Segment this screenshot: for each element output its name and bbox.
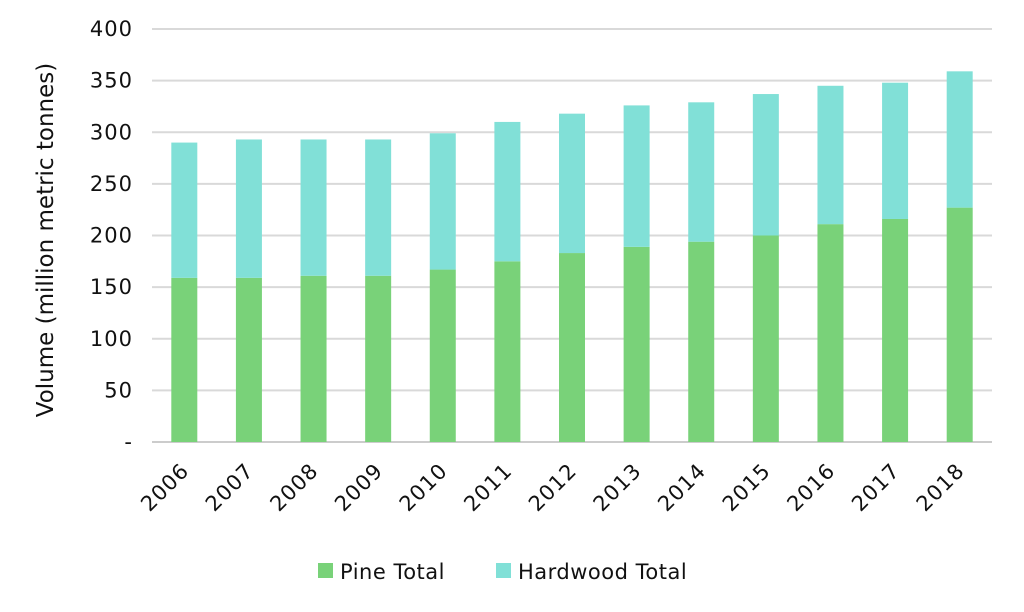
bar-hardwood: [817, 85, 844, 225]
bar-hardwood: [429, 133, 456, 270]
y-axis-ticks: - 50 100 150 200 250 300 350 400: [90, 17, 133, 454]
y-tick-label: 50: [104, 378, 133, 402]
bar-hardwood: [171, 142, 198, 278]
bar-hardwood: [946, 71, 973, 208]
y-tick-label: 100: [90, 327, 133, 351]
x-tick-label: 2014: [653, 459, 711, 517]
x-tick-label: 2017: [847, 459, 905, 517]
bar-pine: [365, 275, 392, 442]
bar-pine: [300, 275, 327, 442]
bar-hardwood: [623, 105, 650, 247]
y-tick-label: 200: [90, 224, 133, 248]
x-tick-label: 2008: [265, 459, 323, 517]
bar-hardwood: [688, 102, 715, 242]
y-tick-label: 250: [90, 172, 133, 196]
bar-pine: [494, 261, 521, 442]
legend: Pine Total Hardwood Total: [318, 560, 687, 584]
x-tick-label: 2006: [136, 459, 194, 517]
x-tick-label: 2013: [589, 459, 647, 517]
bar-hardwood: [559, 113, 585, 254]
x-axis-ticks: 2006 2007 2008 2009 2010 2011 2012 2013 2014 2015…: [136, 459, 969, 517]
bars: [171, 71, 973, 442]
bar-pine: [688, 241, 715, 442]
bar-pine: [882, 218, 909, 442]
bar-hardwood: [882, 82, 909, 219]
bar-hardwood: [300, 139, 327, 276]
y-tick-label: 150: [90, 275, 133, 299]
bar-pine: [946, 207, 973, 442]
x-tick-label: 2009: [330, 459, 388, 517]
bar-pine: [559, 253, 585, 442]
legend-swatch-hardwood: [496, 563, 511, 578]
legend-label-hardwood: Hardwood Total: [518, 560, 687, 584]
bar-hardwood: [494, 121, 521, 262]
bar-pine: [623, 246, 650, 442]
x-tick-label: 2018: [912, 459, 970, 517]
y-tick-label: 350: [90, 69, 133, 93]
x-tick-label: 2010: [395, 459, 453, 517]
bar-hardwood: [752, 94, 779, 236]
legend-label-pine: Pine Total: [340, 560, 445, 584]
x-tick-label: 2015: [718, 459, 776, 517]
bar-pine: [171, 277, 198, 442]
bar-hardwood: [365, 139, 392, 276]
bar-pine: [817, 224, 844, 442]
bar-hardwood: [235, 139, 262, 278]
y-axis-label: Volume (million metric tonnes): [33, 63, 59, 417]
y-tick-label: 300: [90, 120, 133, 144]
bar-pine: [235, 277, 262, 442]
y-tick-label: -: [124, 430, 133, 454]
x-tick-label: 2007: [201, 459, 259, 517]
x-tick-label: 2011: [459, 459, 517, 517]
x-tick-label: 2016: [782, 459, 840, 517]
x-tick-label: 2012: [524, 459, 582, 517]
bar-pine: [429, 269, 456, 442]
bar-pine: [752, 235, 779, 442]
y-tick-label: 400: [90, 17, 133, 41]
legend-swatch-pine: [318, 563, 333, 578]
